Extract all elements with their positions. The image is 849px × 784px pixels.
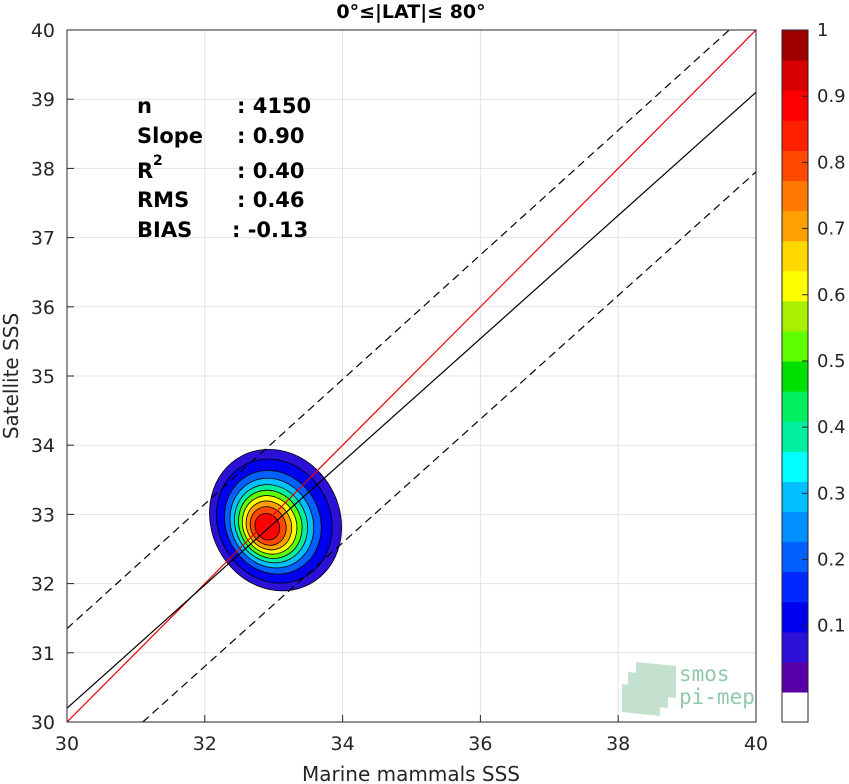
density-contours [209,448,342,592]
colorbar-swatch [782,150,808,182]
identity-line [67,30,756,722]
logo-text-smos: smos [679,662,730,686]
colorbar-swatch [782,360,808,392]
colorbar-swatch [782,270,808,302]
upper-bound-line [67,30,731,630]
colorbar-swatch [782,541,808,573]
colorbar-tick-label: 0.3 [817,483,846,504]
colorbar-swatch [782,210,808,242]
colorbar-swatch [782,691,808,723]
colorbar-tick-label: 0.5 [817,351,846,372]
y-tick-label: 38 [31,158,55,180]
x-tick-label: 30 [55,733,79,755]
colorbar-swatch [782,30,808,61]
grid [66,29,757,723]
y-tick-label: 35 [31,366,55,388]
colorbar-tick-label: 0.1 [817,616,846,637]
colorbar-tick-label: 0.8 [817,152,846,173]
density-contour [254,513,281,541]
colorbar-frame [781,29,809,723]
colorbar-ticks: 0.1 0.2 0.3 0.4 0.5 0.6 0.7 0.8 0.9 1 [802,20,846,637]
colorbar-tick-label: 0.7 [817,219,846,240]
colorbar-swatch [782,481,808,512]
stat-slope-value: : 0.90 [237,124,305,148]
logo-graphic [622,662,676,716]
smos-pi-mep-logo: smos pi-mep [622,662,755,716]
colorbar-tick-label: 0.6 [817,285,846,306]
colorbar-swatch [782,240,808,272]
stat-bias-label: BIAS [137,218,192,242]
logo-text-pimep: pi-mep [679,685,755,709]
colorbar-tick-label: 0.2 [817,550,846,571]
y-axis-label: Satellite SSS [0,313,23,439]
chart-title: 0°≤|LAT|≤ 80° [336,1,485,23]
stat-n-label: n [137,94,152,118]
y-tick-label: 33 [31,504,55,526]
colorbar-swatch [782,661,808,693]
stat-rms-value: : 0.46 [237,188,305,212]
x-tick-label: 34 [331,733,355,755]
y-tick-label: 31 [31,643,55,665]
stat-r2-superscript: 2 [153,153,163,169]
colorbar-swatch [782,511,808,543]
stat-r2-label: R [137,159,153,183]
stat-r2-value: : 0.40 [237,159,305,183]
colorbar-swatch [782,330,808,362]
colorbar-tick-label: 1 [817,20,828,41]
reference-lines [67,30,756,722]
regression-line [67,91,756,709]
y-tick-label: 32 [31,574,55,596]
colorbar-swatch [782,120,808,151]
x-tick-label: 40 [744,733,768,755]
stat-bias-value: : -0.13 [232,218,308,242]
colorbar-swatch [782,631,808,663]
x-tick-label: 36 [468,733,492,755]
colorbar-swatch [782,90,808,121]
stats-box: n : 4150 Slope : 0.90 R 2 : 0.40 RMS : 0… [137,94,311,242]
lower-bound-line [142,171,756,722]
y-tick-label: 40 [31,20,55,42]
x-axis-ticks: 30 32 34 36 38 40 [55,715,768,755]
x-axis-label: Marine mammals SSS [302,762,520,784]
colorbar-swatch [782,180,808,212]
y-tick-label: 39 [31,89,55,111]
colorbar-swatch [782,451,808,482]
colorbar-tick-label: 0.9 [817,86,846,107]
colorbar-swatch [782,571,808,603]
y-tick-label: 30 [31,712,55,734]
y-tick-label: 36 [31,297,55,319]
y-tick-label: 37 [31,228,55,250]
colorbar-swatch [782,60,808,91]
stat-rms-label: RMS [137,188,189,212]
y-axis-ticks: 30 31 32 33 34 35 36 37 38 39 40 [31,20,74,734]
x-tick-label: 38 [606,733,630,755]
stat-slope-label: Slope [137,124,203,148]
y-tick-label: 34 [31,435,55,457]
stat-n-value: : 4150 [237,94,311,118]
colorbar-swatch [782,391,808,422]
colorbar-swatch [782,300,808,332]
colorbar [782,30,808,723]
colorbar-swatch [782,601,808,633]
colorbar-tick-label: 0.4 [817,417,846,438]
x-tick-label: 32 [193,733,217,755]
colorbar-swatch [782,421,808,452]
